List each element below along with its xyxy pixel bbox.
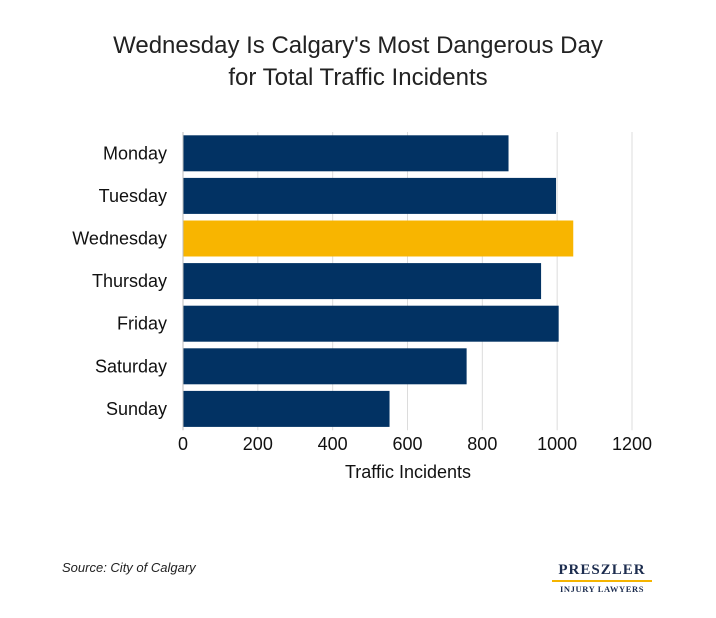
- logo-accent-bar: [552, 580, 652, 582]
- bar-tuesday: [183, 178, 556, 214]
- y-category-label-friday: Friday: [117, 314, 167, 334]
- bar-monday: [183, 135, 509, 171]
- bar-friday: [183, 306, 559, 342]
- x-tick-label-0: 0: [178, 434, 188, 454]
- y-category-label-saturday: Saturday: [95, 356, 167, 376]
- bar-wednesday: [183, 221, 573, 257]
- y-category-label-wednesday: Wednesday: [72, 229, 167, 249]
- bar-sunday: [183, 391, 390, 427]
- y-category-label-thursday: Thursday: [92, 271, 167, 291]
- x-tick-label-400: 400: [318, 434, 348, 454]
- logo-name: PRESZLER: [552, 562, 652, 578]
- x-tick-label-1200: 1200: [612, 434, 652, 454]
- x-tick-label-600: 600: [392, 434, 422, 454]
- x-tick-label-800: 800: [467, 434, 497, 454]
- bar-saturday: [183, 348, 467, 384]
- y-category-label-tuesday: Tuesday: [99, 186, 167, 206]
- y-category-label-sunday: Sunday: [106, 399, 167, 419]
- preszler-logo: PRESZLER INJURY LAWYERS: [552, 562, 652, 594]
- x-tick-label-1000: 1000: [537, 434, 577, 454]
- y-category-label-monday: Monday: [103, 143, 167, 163]
- x-axis-label: Traffic Incidents: [345, 462, 471, 482]
- x-tick-label-200: 200: [243, 434, 273, 454]
- source-note: Source: City of Calgary: [62, 560, 196, 575]
- logo-subtitle: INJURY LAWYERS: [552, 584, 652, 594]
- bar-thursday: [183, 263, 541, 299]
